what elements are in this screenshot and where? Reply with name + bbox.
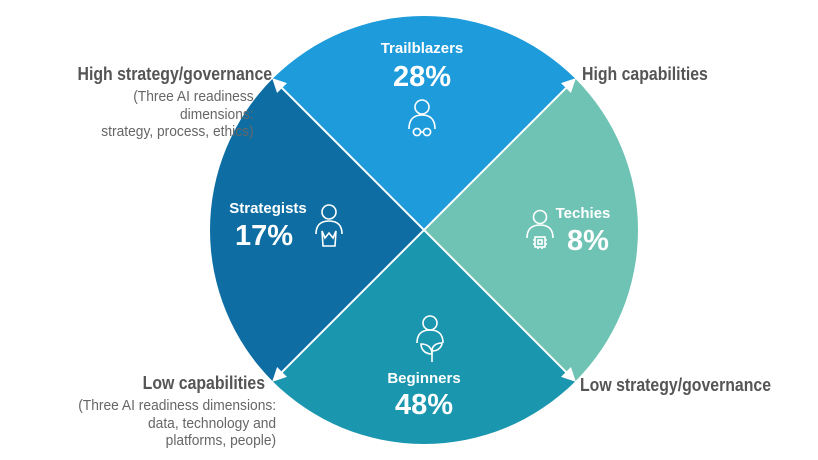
beginners-value: 48% [395, 389, 453, 421]
person-sprout-icon [416, 315, 444, 362]
capabilities-axis-arrow [272, 78, 576, 382]
beginners-name: Beginners [387, 370, 460, 387]
person-glasses-icon [408, 99, 436, 137]
trailblazers-name: Trailblazers [381, 40, 464, 57]
low-capabilities-sub-line-3: platforms, people) [165, 432, 276, 450]
low-capabilities-sublabel: (Three AI readiness dimensions: data, te… [78, 397, 276, 450]
strategists-name: Strategists [229, 200, 307, 217]
high-strategy-sub-line-2: dimensions: [180, 105, 254, 123]
strategists-value: 17% [235, 220, 293, 252]
low-capabilities-label: Low capabilities [142, 373, 265, 393]
techies-value: 8% [567, 225, 609, 257]
high-strategy-sublabel: (Three AI readiness dimensions: strategy… [102, 88, 254, 141]
person-crown-icon [315, 204, 343, 247]
person-chip-icon [526, 209, 554, 249]
high-strategy-sub-line-1: (Three AI readiness [133, 88, 254, 105]
high-capabilities-label: High capabilities [582, 64, 708, 84]
low-strategy-label: Low strategy/governance [580, 375, 772, 395]
low-capabilities-sub-line-2: data, technology and [147, 414, 276, 432]
high-strategy-sub-line-3: strategy, process, ethics) [101, 123, 254, 141]
high-strategy-label: High strategy/governance [77, 64, 272, 84]
trailblazers-value: 28% [393, 61, 451, 93]
low-capabilities-sub-line-1: (Three AI readiness dimensions: [78, 397, 276, 414]
techies-name: Techies [556, 205, 611, 222]
